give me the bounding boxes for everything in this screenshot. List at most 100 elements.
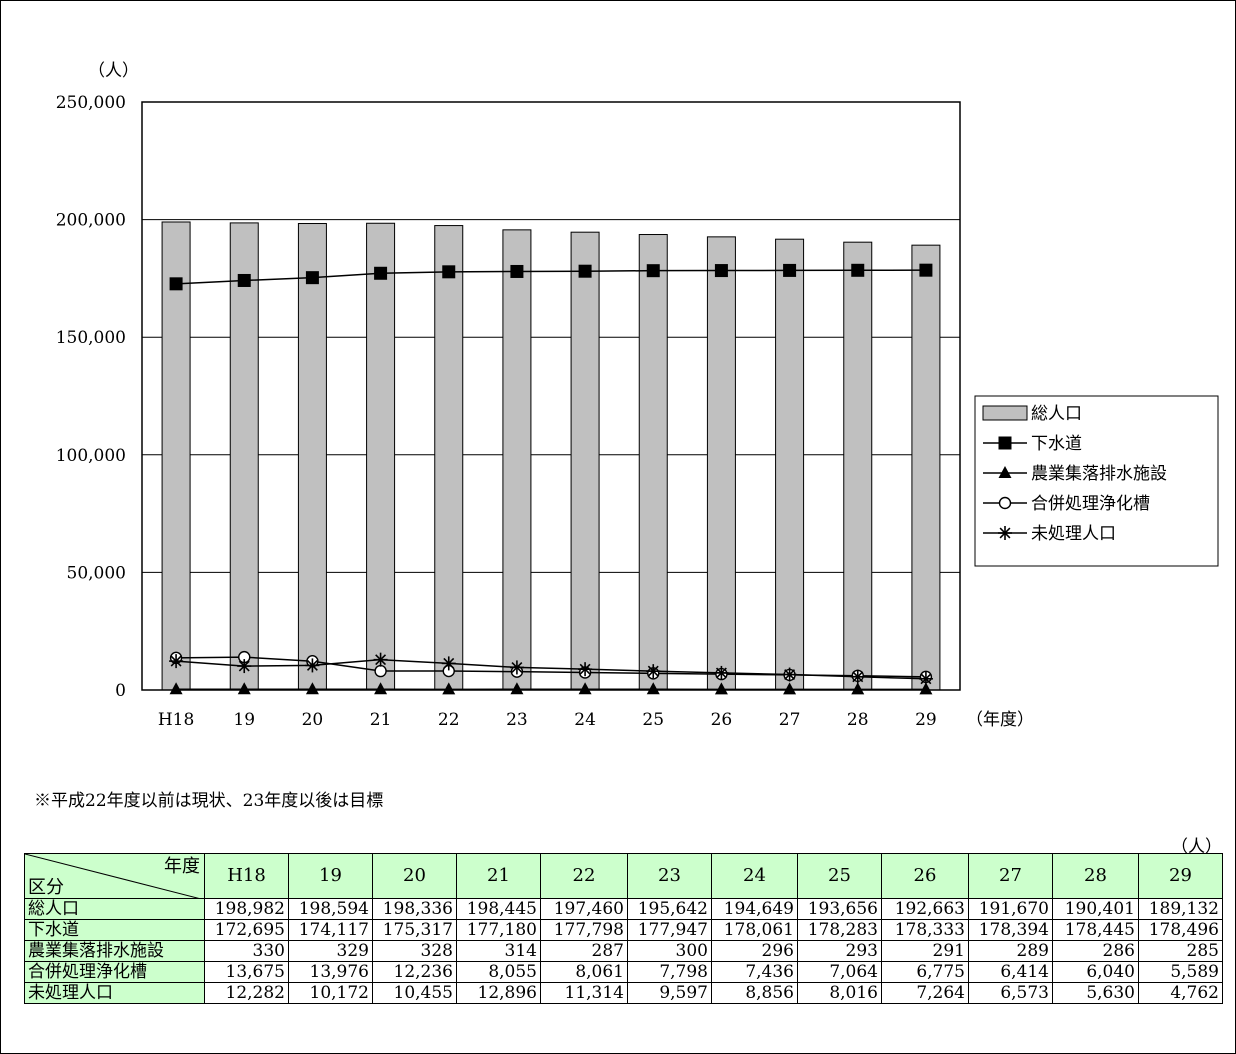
bar <box>775 238 805 691</box>
table-header-year: 29 <box>1138 853 1223 899</box>
data-point-square <box>510 264 524 278</box>
x-tick-label: 23 <box>506 710 528 730</box>
data-point-triangle <box>510 682 524 695</box>
table-cell: 172,695 <box>204 919 289 941</box>
legend-item: 未処理人口 <box>983 524 1116 544</box>
data-point-triangle <box>442 682 456 695</box>
table-cell: 328 <box>372 940 457 962</box>
table-cell: 198,982 <box>204 898 289 920</box>
table-cell: 4,762 <box>1138 982 1223 1004</box>
table-cell: 300 <box>627 940 712 962</box>
table-row: 未処理人口 12,282 10,172 10,455 12,896 11,314 9,597… <box>24 982 1223 1004</box>
bar <box>161 221 191 691</box>
data-point-asterisk <box>237 659 252 674</box>
table-cell: 330 <box>204 940 289 962</box>
table-header-year: 28 <box>1052 853 1139 899</box>
table-row-label: 未処理人口 <box>24 982 205 1004</box>
y-tick-label: 0 <box>115 681 126 701</box>
data-point-asterisk <box>918 671 933 686</box>
data-point-square <box>851 263 865 277</box>
table-header-year: 26 <box>881 853 969 899</box>
x-tick-label: H18 <box>158 710 194 730</box>
bar <box>911 244 941 691</box>
table-cell: 289 <box>968 940 1053 962</box>
x-tick-label: 21 <box>370 710 392 730</box>
table-header-year: H18 <box>204 853 289 899</box>
table-row-label: 農業集落排水施設 <box>24 940 205 962</box>
table-cell: 285 <box>1138 940 1223 962</box>
table-cell: 11,314 <box>540 982 628 1004</box>
y-tick-label: 200,000 <box>56 211 126 231</box>
table-cell: 12,282 <box>204 982 289 1004</box>
table-cell: 291 <box>881 940 969 962</box>
legend-marker-asterisk <box>998 526 1012 540</box>
table-cell: 293 <box>797 940 882 962</box>
table-cell: 198,594 <box>288 898 373 920</box>
series-line <box>176 656 926 678</box>
table-header-year: 25 <box>797 853 882 899</box>
bar <box>434 225 464 691</box>
legend-item: 農業集落排水施設 <box>983 464 1167 484</box>
table-row: 農業集落排水施設 330 329 328 314 287 300 296 293 291 289 28… <box>24 940 1223 962</box>
table-row-label: 下水道 <box>24 919 205 941</box>
series-line <box>176 269 926 285</box>
table-cell: 178,283 <box>797 919 882 941</box>
table-cell: 177,947 <box>627 919 712 941</box>
bar <box>297 223 327 691</box>
data-point-asterisk <box>441 656 456 671</box>
bar <box>502 229 532 691</box>
bar <box>366 222 396 691</box>
table-cell: 8,016 <box>797 982 882 1004</box>
table-cell: 178,445 <box>1052 919 1139 941</box>
table-cell: 12,896 <box>456 982 541 1004</box>
table-cell: 6,573 <box>968 982 1053 1004</box>
table-cell: 198,445 <box>456 898 541 920</box>
x-tick-label: 27 <box>779 710 801 730</box>
bar <box>638 234 668 691</box>
x-axis-label: （年度） <box>966 710 1034 730</box>
bar <box>843 241 873 691</box>
data-point-square <box>919 263 933 277</box>
legend-marker-square <box>998 436 1012 450</box>
table-cell: 189,132 <box>1138 898 1223 920</box>
series-line <box>176 658 926 680</box>
table-header-year: 27 <box>968 853 1053 899</box>
table-unit: （人） <box>1171 837 1222 857</box>
x-tick-label: 19 <box>233 710 255 730</box>
table-row: 合併処理浄化槽 13,675 13,976 12,236 8,055 8,061 7,798… <box>24 961 1223 983</box>
table-row-label: 合併処理浄化槽 <box>24 961 205 983</box>
table-cell: 178,496 <box>1138 919 1223 941</box>
bar <box>229 222 259 691</box>
table-cell: 7,436 <box>711 961 798 983</box>
data-point-asterisk <box>646 664 661 679</box>
data-point-square <box>646 264 660 278</box>
table-cell: 177,180 <box>456 919 541 941</box>
table-cell: 178,061 <box>711 919 798 941</box>
data-point-triangle <box>646 682 660 695</box>
table-header-year: 19 <box>288 853 373 899</box>
table-cell: 197,460 <box>540 898 628 920</box>
data-point-square <box>783 263 797 277</box>
x-tick-label: 29 <box>915 710 937 730</box>
y-tick-label: 100,000 <box>56 446 126 466</box>
corner-diagonal <box>25 854 198 898</box>
table-cell: 6,775 <box>881 961 969 983</box>
legend-label: 未処理人口 <box>1031 524 1116 544</box>
table-header-year: 24 <box>711 853 798 899</box>
legend-item: 総人口 <box>982 404 1082 424</box>
table-header-year: 21 <box>456 853 541 899</box>
table-body: 総人口 198,982 198,594 198,336 198,445 197,460 19… <box>24 898 1223 1004</box>
data-point-asterisk <box>714 665 729 680</box>
table-cell: 190,401 <box>1052 898 1139 920</box>
data-point-asterisk <box>169 654 184 669</box>
table-cell: 8,856 <box>711 982 798 1004</box>
data-point-triangle <box>578 682 592 695</box>
data-point-triangle <box>169 682 183 695</box>
bar <box>706 236 736 691</box>
plot-area <box>141 101 961 691</box>
table-cell: 198,336 <box>372 898 457 920</box>
legend-marker-triangle <box>998 466 1012 478</box>
table-cell: 6,040 <box>1052 961 1139 983</box>
chart: （人） （年度） 0 50,000 100,000 150,000 200,000 250… <box>56 61 1219 730</box>
table-cell: 177,798 <box>540 919 628 941</box>
